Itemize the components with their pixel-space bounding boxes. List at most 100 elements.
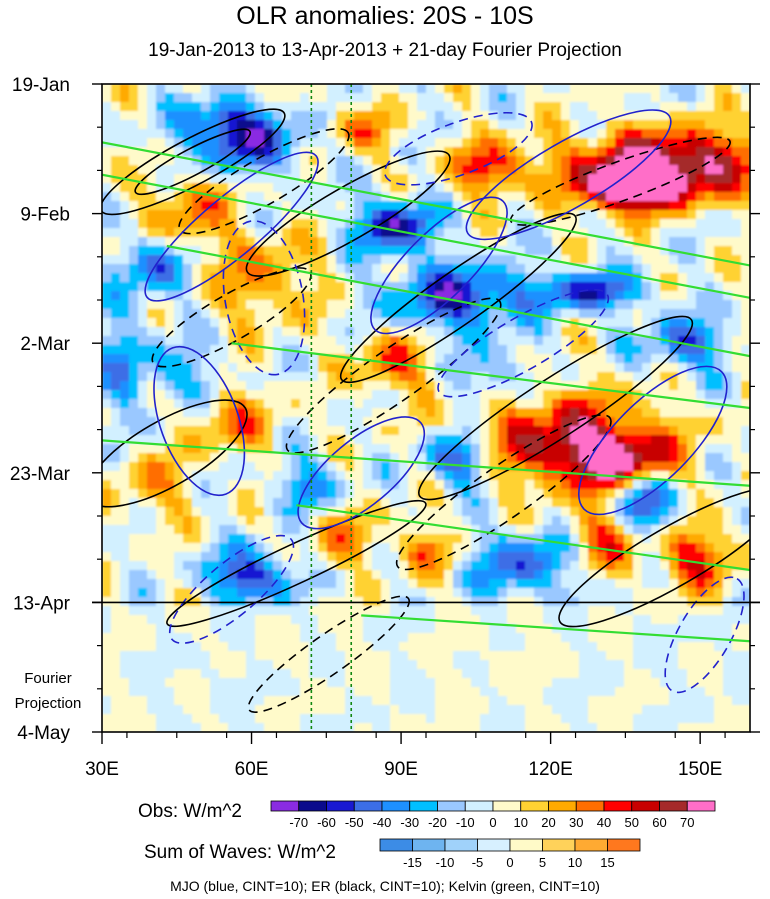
heatmap-cell xyxy=(687,210,697,220)
heatmap-cell xyxy=(615,552,625,562)
heatmap-cell xyxy=(318,273,328,283)
heatmap-cell xyxy=(633,471,643,481)
heatmap-cell xyxy=(660,390,670,400)
heatmap-cell xyxy=(651,633,661,643)
heatmap-cell xyxy=(489,552,499,562)
heatmap-cell xyxy=(624,525,634,535)
heatmap-cell xyxy=(498,642,508,652)
heatmap-cell xyxy=(264,219,274,229)
heatmap-cell xyxy=(651,309,661,319)
heatmap-cell xyxy=(111,111,121,121)
heatmap-cell xyxy=(516,489,526,499)
heatmap-cell xyxy=(120,588,130,598)
heatmap-cell xyxy=(732,669,742,679)
heatmap-cell xyxy=(435,453,445,463)
heatmap-cell xyxy=(723,570,733,580)
heatmap-cell xyxy=(642,318,652,328)
heatmap-cell xyxy=(579,372,589,382)
heatmap-cell xyxy=(507,147,517,157)
heatmap-cell xyxy=(426,183,436,193)
heatmap-cell xyxy=(219,480,229,490)
heatmap-cell xyxy=(165,426,175,436)
heatmap-cell xyxy=(174,210,184,220)
heatmap-cell xyxy=(435,300,445,310)
heatmap-cell xyxy=(354,111,364,121)
heatmap-cell xyxy=(363,282,373,292)
heatmap-cell xyxy=(219,615,229,625)
heatmap-cell xyxy=(282,282,292,292)
heatmap-cell xyxy=(336,399,346,409)
heatmap-cell xyxy=(642,552,652,562)
heatmap-cell xyxy=(228,426,238,436)
heatmap-cell xyxy=(507,291,517,301)
heatmap-cell xyxy=(318,480,328,490)
heatmap-cell xyxy=(390,129,400,139)
heatmap-cell xyxy=(165,390,175,400)
heatmap-cell xyxy=(381,255,391,265)
heatmap-cell xyxy=(534,561,544,571)
heatmap-cell xyxy=(480,264,490,274)
heatmap-cell xyxy=(102,606,112,616)
heatmap-cell xyxy=(543,489,553,499)
heatmap-cell xyxy=(606,264,616,274)
heatmap-cell xyxy=(174,174,184,184)
heatmap-cell xyxy=(435,651,445,661)
heatmap-cell xyxy=(435,543,445,553)
heatmap-cell xyxy=(552,507,562,517)
heatmap-cell xyxy=(273,453,283,463)
heatmap-cell xyxy=(714,138,724,148)
heatmap-cell xyxy=(300,390,310,400)
heatmap-cell xyxy=(264,453,274,463)
heatmap-cell xyxy=(507,471,517,481)
heatmap-cell xyxy=(579,552,589,562)
heatmap-cell xyxy=(102,669,112,679)
heatmap-cell xyxy=(624,246,634,256)
heatmap-cell xyxy=(624,102,634,112)
heatmap-cell xyxy=(597,579,607,589)
heatmap-cell xyxy=(534,255,544,265)
heatmap-cell xyxy=(390,363,400,373)
heatmap-cell xyxy=(147,480,157,490)
heatmap-cell xyxy=(282,354,292,364)
heatmap-cell xyxy=(255,453,265,463)
heatmap-cell xyxy=(408,678,418,688)
heatmap-cell xyxy=(129,183,139,193)
heatmap-cell xyxy=(435,633,445,643)
heatmap-cell xyxy=(615,147,625,157)
heatmap-cell xyxy=(156,147,166,157)
heatmap-cell xyxy=(480,201,490,211)
heatmap-cell xyxy=(498,408,508,418)
heatmap-cell xyxy=(183,120,193,130)
heatmap-cell xyxy=(462,336,472,346)
heatmap-cell xyxy=(318,462,328,472)
heatmap-cell xyxy=(363,309,373,319)
heatmap-cell xyxy=(291,669,301,679)
heatmap-cell xyxy=(408,552,418,562)
heatmap-cell xyxy=(237,174,247,184)
heatmap-cell xyxy=(111,102,121,112)
heatmap-cell xyxy=(129,102,139,112)
heatmap-cell xyxy=(120,363,130,373)
heatmap-cell xyxy=(606,345,616,355)
heatmap-cell xyxy=(633,669,643,679)
heatmap-cell xyxy=(561,534,571,544)
heatmap-cell xyxy=(129,345,139,355)
heatmap-cell xyxy=(489,102,499,112)
heatmap-cell xyxy=(228,237,238,247)
heatmap-cell xyxy=(165,138,175,148)
heatmap-cell xyxy=(741,282,750,292)
heatmap-cell xyxy=(435,318,445,328)
heatmap-cell xyxy=(264,399,274,409)
heatmap-cell xyxy=(579,534,589,544)
heatmap-cell xyxy=(363,111,373,121)
heatmap-cell xyxy=(408,192,418,202)
heatmap-cell xyxy=(489,363,499,373)
heatmap-cell xyxy=(309,516,319,526)
heatmap-cell xyxy=(660,210,670,220)
heatmap-cell xyxy=(291,561,301,571)
heatmap-cell xyxy=(552,309,562,319)
heatmap-cell xyxy=(102,426,112,436)
heatmap-cell xyxy=(273,705,283,715)
heatmap-cell xyxy=(309,183,319,193)
heatmap-cell xyxy=(633,678,643,688)
